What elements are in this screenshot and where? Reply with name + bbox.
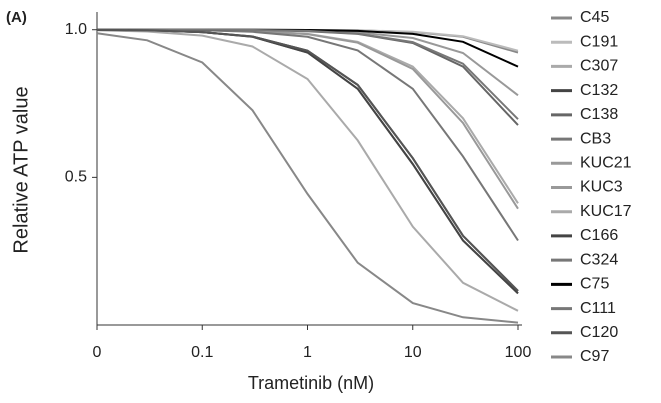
legend-label: C111 [580, 300, 616, 317]
series-line [97, 28, 519, 204]
legend-label: C75 [580, 276, 609, 293]
legend-label: C166 [580, 227, 618, 244]
series-line [96, 29, 519, 312]
series-line [96, 29, 519, 295]
x-tick-label: 10 [404, 344, 422, 361]
legend-label: C97 [580, 348, 609, 365]
x-axis-label: Trametinib (nM) [248, 373, 374, 393]
legend-label: KUC17 [580, 203, 632, 220]
legend-label: CB3 [580, 130, 611, 147]
legend-label: C324 [580, 251, 618, 268]
legend-label: C138 [580, 106, 618, 123]
y-axis-label: Relative ATP value [10, 86, 32, 253]
series-line [97, 28, 519, 210]
series-line [96, 28, 519, 292]
legend-label: C120 [580, 324, 618, 341]
legend-label: C307 [580, 58, 618, 75]
series-line [96, 28, 519, 292]
series-line [96, 32, 519, 324]
panel-label: (A) [6, 9, 27, 26]
legend-label: KUC3 [580, 179, 623, 196]
series-line [96, 28, 519, 242]
series-line [97, 28, 519, 120]
x-tick-label: 0.1 [191, 344, 213, 361]
x-tick-label: 1 [303, 344, 312, 361]
series-line [96, 29, 519, 295]
y-tick-label: 1.0 [65, 21, 87, 38]
x-tick-label: 0 [93, 344, 102, 361]
x-tick-label: 100 [505, 344, 532, 361]
y-tick-label: 0.5 [65, 169, 87, 186]
legend-label: C191 [580, 33, 618, 50]
legend-label: C45 [580, 9, 609, 26]
legend-label: C132 [580, 82, 618, 99]
legend-label: KUC21 [580, 155, 632, 172]
